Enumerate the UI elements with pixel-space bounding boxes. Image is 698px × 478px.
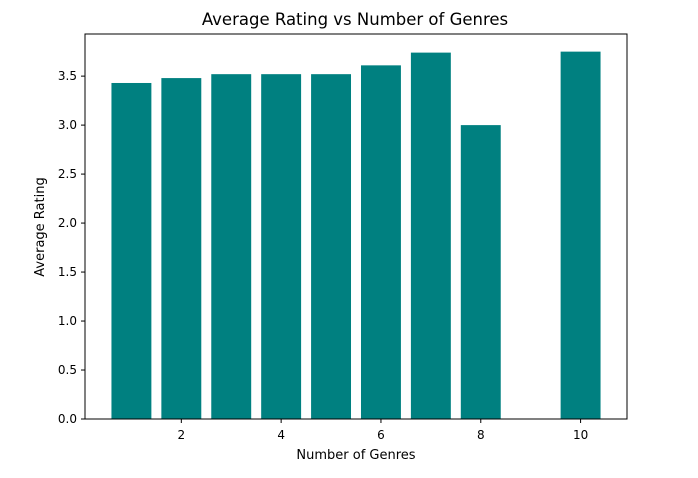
bar-4 <box>261 74 302 419</box>
bar-2 <box>161 78 202 419</box>
x-tick-label: 8 <box>477 428 485 442</box>
y-tick-label: 3.5 <box>58 69 77 83</box>
x-tick-label: 6 <box>377 428 385 442</box>
y-axis-title: Average Rating <box>33 177 48 276</box>
bar-6 <box>360 65 401 419</box>
y-tick-label: 1.5 <box>58 265 77 279</box>
x-axis-ticks: 2 4 6 8 10 <box>178 419 588 442</box>
chart-title: Average Rating vs Number of Genres <box>202 10 508 29</box>
bars <box>111 51 601 420</box>
y-tick-label: 0.5 <box>58 363 77 377</box>
y-tick-label: 2.5 <box>58 167 77 181</box>
bar-7 <box>410 52 451 420</box>
plot-frame <box>84 33 628 420</box>
bar-5 <box>311 74 352 419</box>
y-tick-label: 3.0 <box>58 118 77 132</box>
y-tick-label: 0.0 <box>58 412 77 426</box>
bar-1 <box>111 82 152 420</box>
x-tick-label: 10 <box>573 428 588 442</box>
x-tick-label: 4 <box>277 428 285 442</box>
y-tick-label: 1.0 <box>58 314 77 328</box>
y-tick-label: 2.0 <box>58 216 77 230</box>
bar-10 <box>560 51 601 420</box>
bar-3 <box>211 74 252 419</box>
y-axis-ticks: 0.0 0.5 1.0 1.5 2.0 2.5 3.0 3.5 <box>58 69 85 426</box>
x-tick-label: 2 <box>178 428 186 442</box>
x-axis-title: Number of Genres <box>296 448 415 463</box>
bar-8 <box>460 125 501 419</box>
